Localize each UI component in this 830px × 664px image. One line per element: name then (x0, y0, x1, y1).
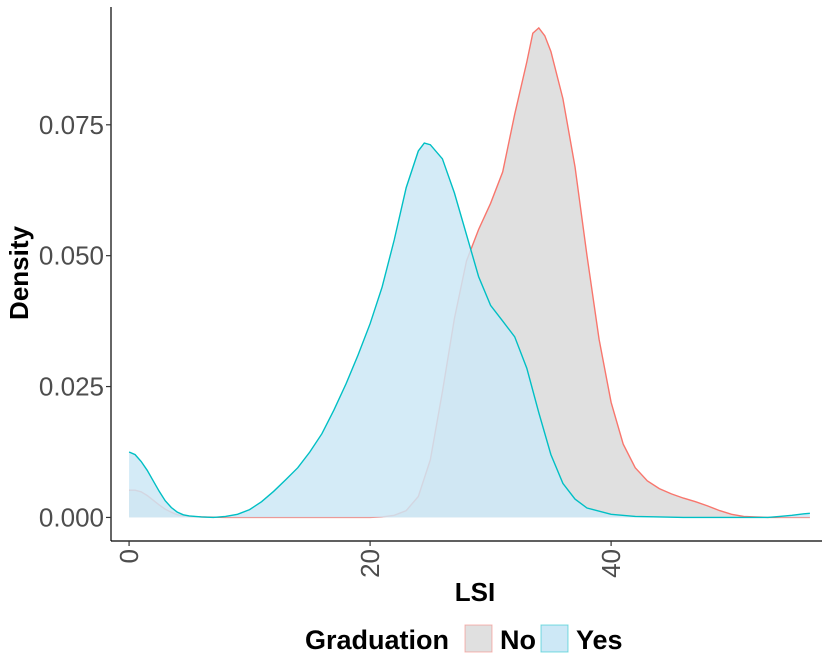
legend: Graduation No Yes (305, 624, 623, 655)
legend-key-yes (540, 624, 569, 653)
x-tick-label: 20 (355, 549, 385, 578)
density-line-yes (128, 142, 810, 519)
plot-area (128, 26, 810, 519)
x-tick-label: 40 (596, 549, 626, 578)
y-tick-label: 0.025 (39, 372, 104, 402)
y-tick-label: 0.050 (39, 241, 104, 271)
legend-key-no (464, 624, 493, 653)
density-area-yes (129, 143, 810, 518)
legend-title: Graduation (305, 625, 449, 655)
legend-label-no: No (500, 625, 536, 655)
y-tick-label: 0.000 (39, 502, 104, 532)
legend-label-yes: Yes (576, 625, 623, 655)
y-tick-label: 0.075 (39, 110, 104, 140)
y-axis-title: Density (4, 226, 34, 320)
x-tick-label: 0 (114, 549, 144, 563)
x-axis-title: LSI (455, 577, 495, 607)
axes: 0.000 0.025 0.050 0.075 0 20 40 (39, 7, 822, 578)
